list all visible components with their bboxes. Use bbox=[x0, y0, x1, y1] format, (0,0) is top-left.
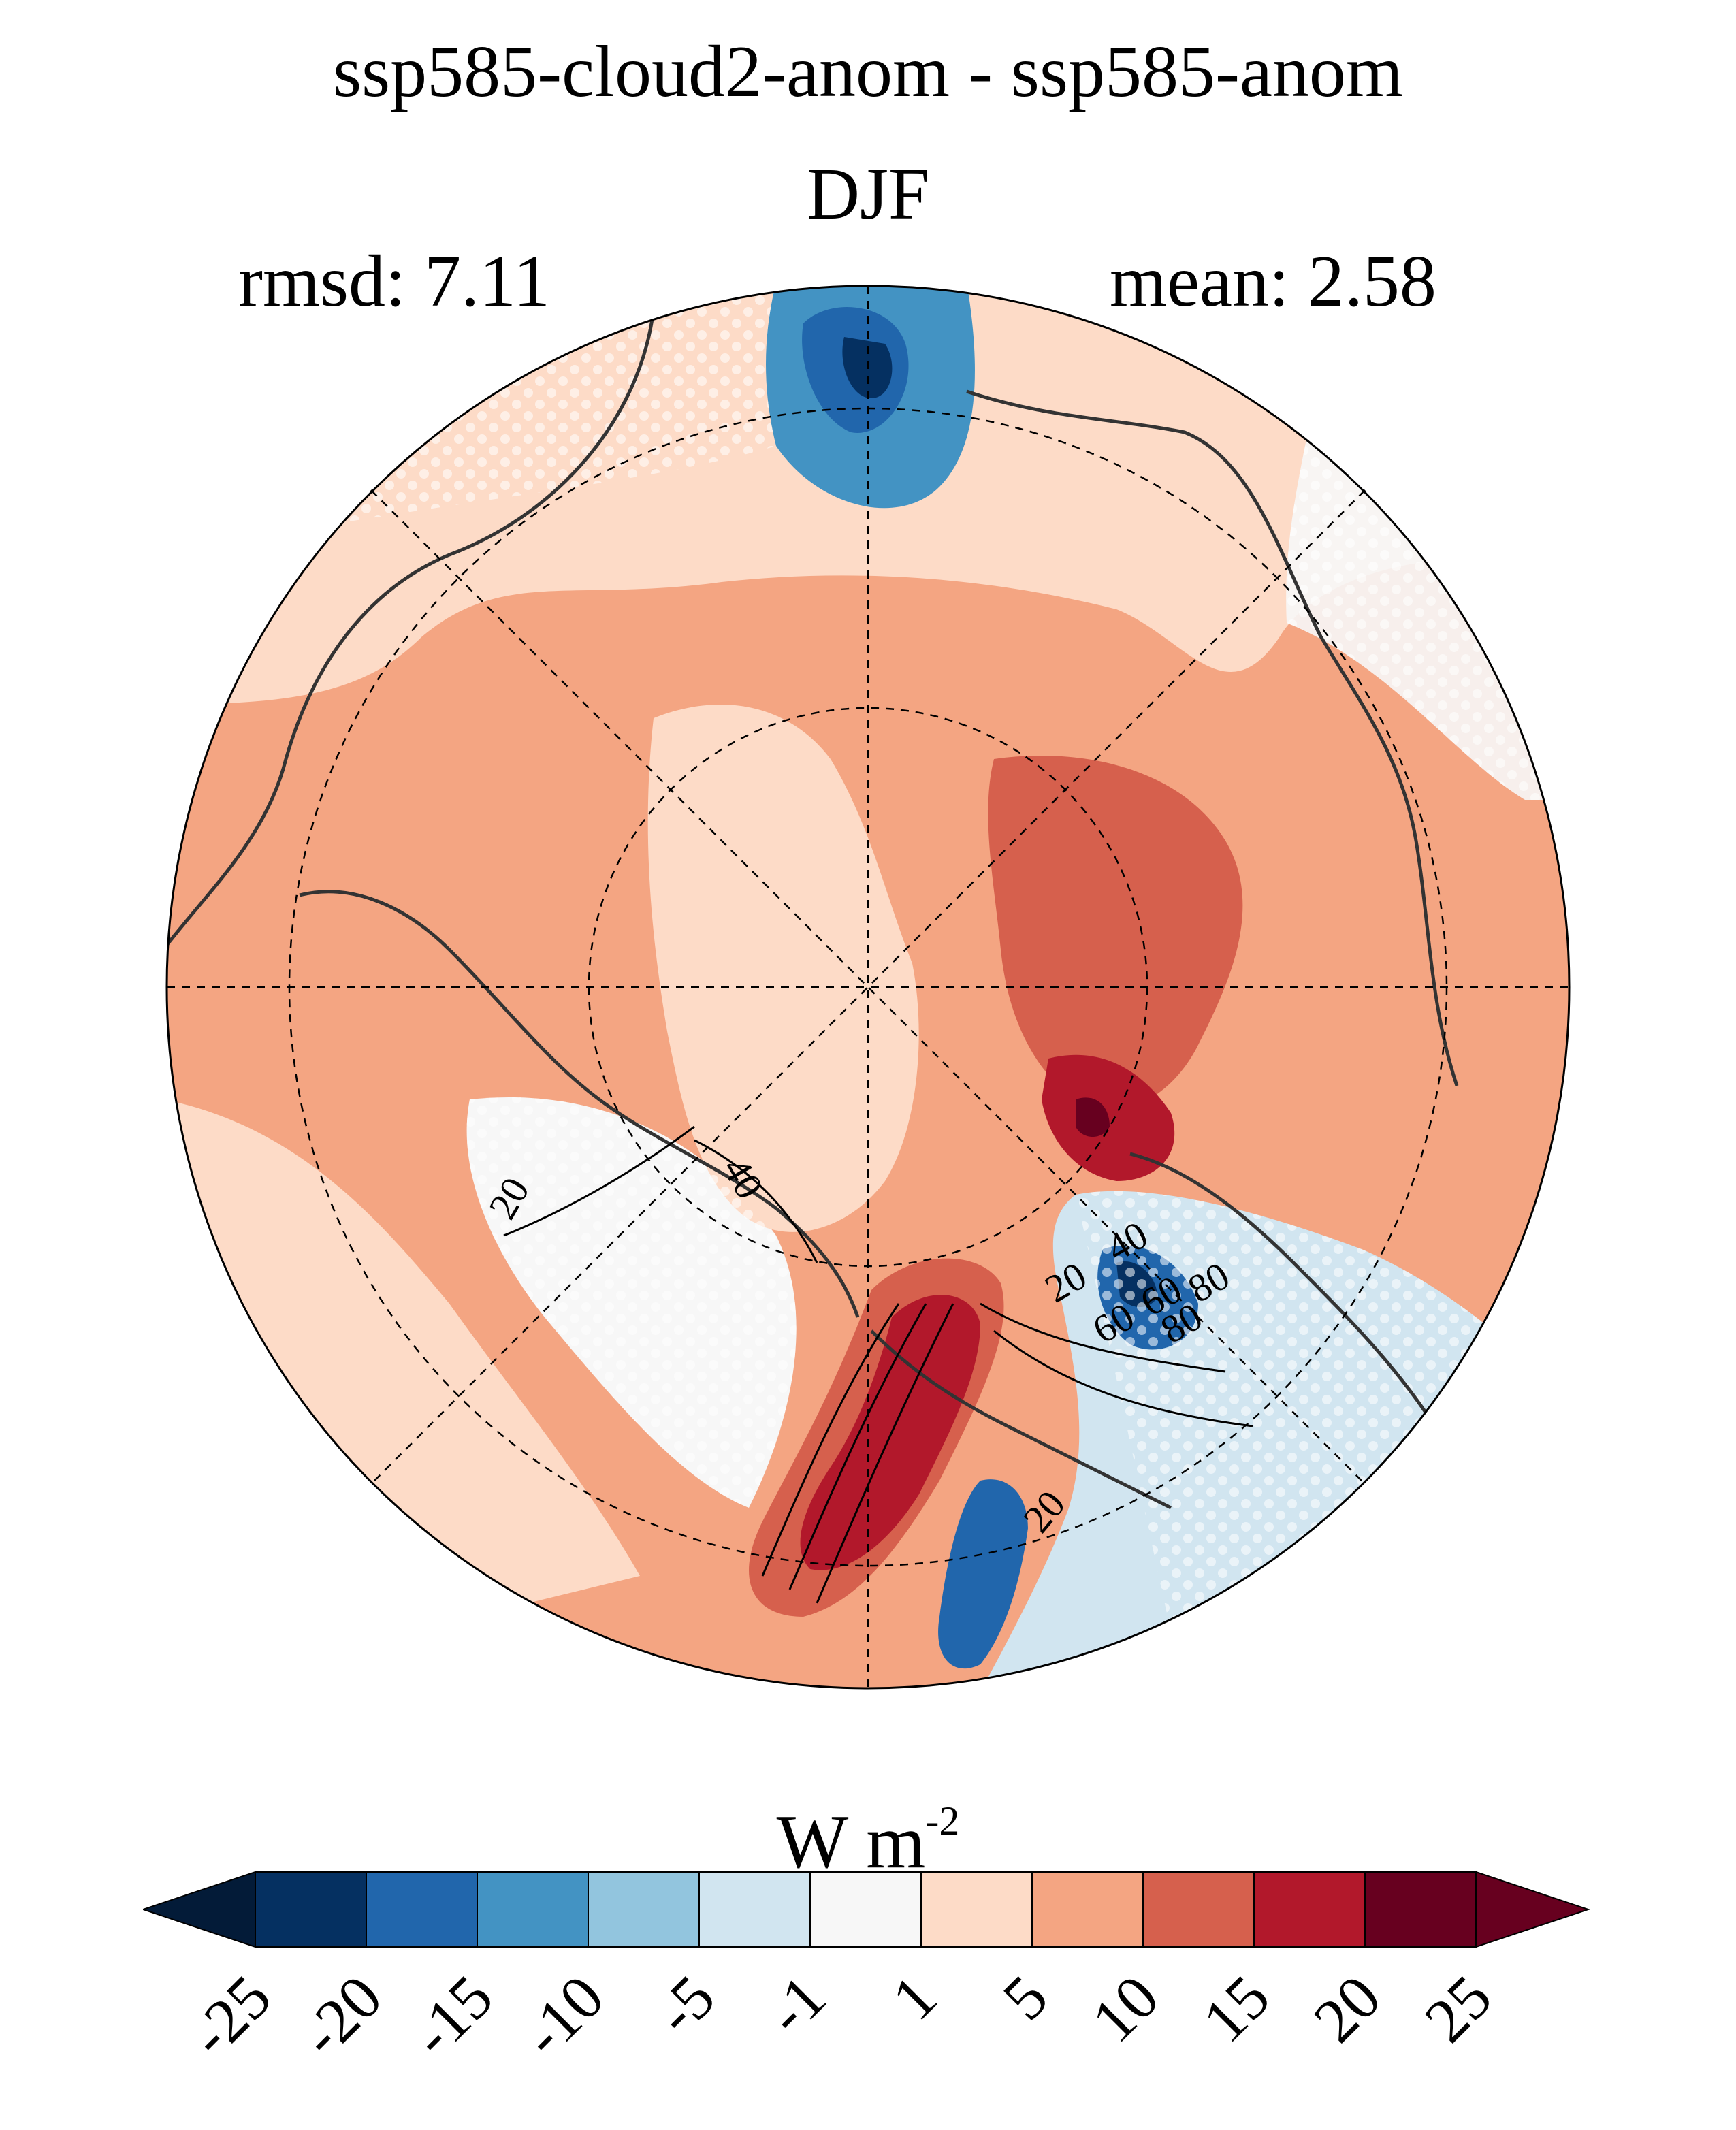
latitude-circle-inner bbox=[588, 707, 1148, 1268]
colorbar-box bbox=[588, 1871, 700, 1948]
colorbar-tick-label: 1 bbox=[878, 1962, 950, 2033]
colorbar-box bbox=[1031, 1871, 1144, 1948]
colorbar-over-triangle bbox=[1475, 1871, 1591, 1948]
graticule bbox=[167, 286, 1569, 1688]
contour-bering-3 bbox=[816, 1303, 954, 1604]
colorbar-box bbox=[255, 1871, 367, 1948]
shaded-region-extreme-pos-siberia bbox=[1076, 1097, 1110, 1137]
meridian-diag-2 bbox=[370, 489, 1366, 1485]
latitude-circle-outer bbox=[288, 407, 1448, 1567]
polar-map-svg: 20 40 20 40 60 80 60 80 20 bbox=[165, 285, 1571, 1690]
colorbar-tick-label: -25 bbox=[176, 1962, 284, 2070]
colorbar-tick-labels: -25 -20 -15 -10 -5 -1 1 5 10 15 20 25 bbox=[176, 1962, 1505, 2070]
shaded-region-light-pos-central bbox=[647, 705, 919, 1232]
mean-label: mean: 2.58 bbox=[1110, 241, 1436, 322]
colorbar-tick-label: 15 bbox=[1189, 1962, 1283, 2055]
colorbar-box bbox=[1142, 1871, 1255, 1948]
contour-40-west bbox=[694, 1139, 818, 1263]
colorbar-box bbox=[698, 1871, 811, 1948]
colorbar-box bbox=[1253, 1871, 1366, 1948]
colorbar-box bbox=[477, 1871, 589, 1948]
colorbar-tick-label: 5 bbox=[989, 1962, 1061, 2033]
colorbar-svg: -25 -20 -15 -10 -5 -1 1 5 10 15 20 25 bbox=[140, 1871, 1591, 2070]
contour-bering-2 bbox=[788, 1303, 927, 1590]
units-exponent: -2 bbox=[925, 1798, 960, 1843]
coastline-scandinavia-siberia bbox=[966, 389, 1459, 1086]
colorbar-tick-label: -5 bbox=[642, 1962, 728, 2048]
coastline-alaska bbox=[870, 1329, 1172, 1510]
contour-bering-1 bbox=[761, 1303, 900, 1577]
polar-map: 20 40 20 40 60 80 60 80 20 bbox=[163, 283, 1573, 1692]
shaded-region-mod-pos-siberia bbox=[988, 756, 1243, 1110]
coastline-greenland bbox=[167, 309, 656, 951]
colorbar-box bbox=[1364, 1871, 1477, 1948]
shaded-region-strong-neg-aleutian bbox=[938, 1479, 1028, 1669]
season-label: DJF bbox=[806, 154, 930, 235]
colorbar-tick-label: -20 bbox=[287, 1962, 395, 2070]
rmsd-label: rmsd: 7.11 bbox=[238, 241, 550, 322]
units-label: W m-2 bbox=[0, 1801, 1736, 1880]
colorbar-tick-label: 20 bbox=[1300, 1962, 1394, 2055]
colorbar: -25 -20 -15 -10 -5 -1 1 5 10 15 20 25 bbox=[140, 1858, 1593, 2124]
map-title: ssp585-cloud2-anom - ssp585-anom bbox=[333, 31, 1403, 112]
colorbar-tick-label: -15 bbox=[398, 1962, 506, 2070]
colorbar-under-triangle bbox=[140, 1871, 256, 1948]
contour-lines bbox=[503, 1125, 1253, 1604]
colorbar-tick-label: 25 bbox=[1411, 1962, 1505, 2055]
colorbar-boxes bbox=[140, 1871, 1591, 1948]
shaded-region-extreme-neg-west bbox=[167, 1317, 218, 1426]
map-boundary bbox=[165, 285, 1571, 1690]
contour-20-west bbox=[503, 1125, 695, 1237]
meridian-diag-1 bbox=[370, 489, 1366, 1485]
units-base: W m bbox=[776, 1800, 926, 1884]
contour-pacific-1 bbox=[980, 1302, 1226, 1373]
colorbar-tick-label: 10 bbox=[1078, 1962, 1172, 2055]
colorbar-tick-label: -10 bbox=[509, 1962, 617, 2070]
coastline-canada bbox=[299, 890, 860, 1318]
colorbar-box bbox=[366, 1871, 478, 1948]
colorbar-tick-label: -1 bbox=[753, 1962, 839, 2048]
shaded-region-strong-pos-bering bbox=[800, 1295, 980, 1570]
contour-pacific-2 bbox=[993, 1329, 1253, 1427]
colorbar-box bbox=[920, 1871, 1033, 1948]
colorbar-box bbox=[809, 1871, 922, 1948]
